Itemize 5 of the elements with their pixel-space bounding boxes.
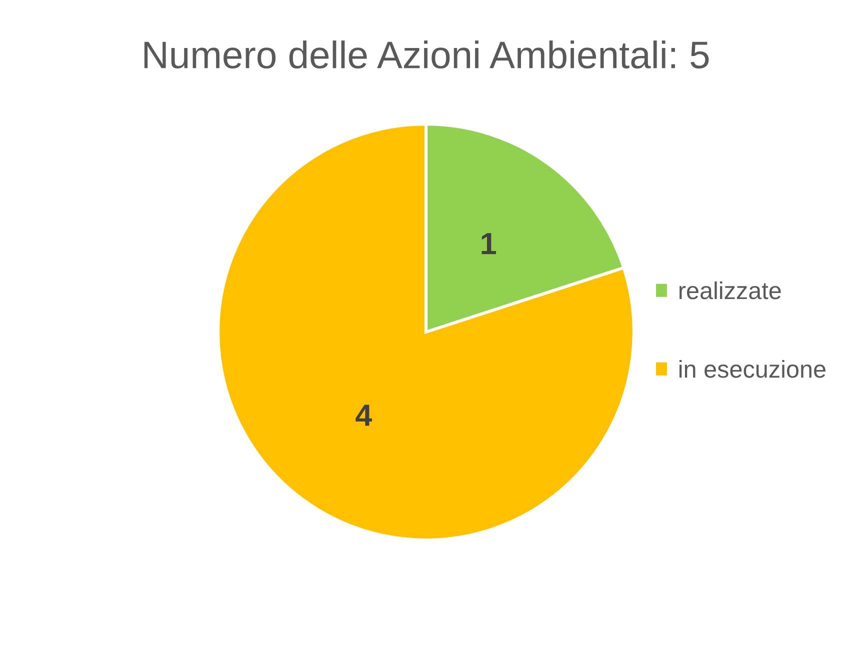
legend-label: realizzate (680, 281, 781, 300)
legend-label: in esecuzione (680, 360, 826, 378)
data-label: 1 (482, 233, 496, 254)
chart-title: Numero delle Azioni Ambientali: 5 (144, 40, 709, 69)
data-label: 4 (356, 404, 372, 426)
